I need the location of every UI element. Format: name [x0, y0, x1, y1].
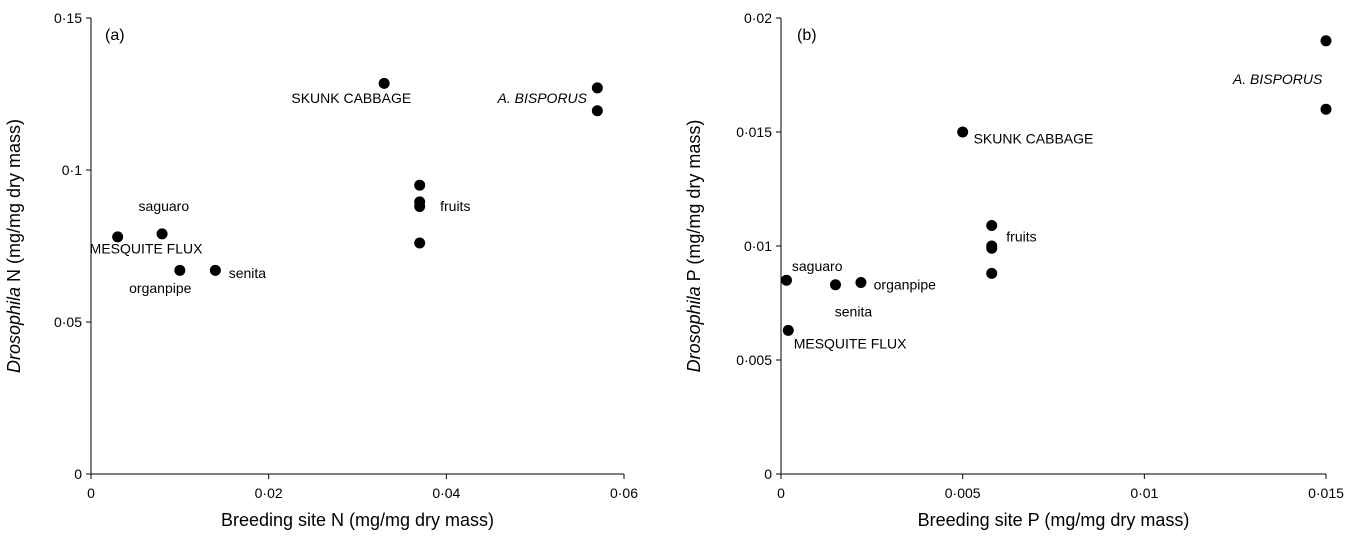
panel-b-data-point [782, 324, 794, 336]
panel-b-data-point [986, 267, 998, 279]
panel-a-point-annotation: SKUNK CABBAGE [291, 90, 411, 106]
panel-a-x-tick-label: 0·06 [610, 485, 638, 501]
panel-b-point-annotation: fruits [1006, 228, 1036, 244]
panel-b-x-tick-label: 0·005 [945, 485, 981, 501]
panel-b-y-tick-label: 0·015 [736, 124, 772, 140]
panel-a-label: (a) [105, 27, 125, 44]
panel-b-data-point [1320, 103, 1332, 115]
panel-b-point-annotation: saguaro [792, 258, 843, 274]
panel-b-data-point [780, 274, 792, 286]
panel-a-y-tick-label: 0·1 [62, 162, 82, 178]
panel-b-point-annotation: MESQUITE FLUX [794, 336, 907, 352]
panel-a-point-annotation: MESQUITE FLUX [90, 241, 203, 257]
panel-b-x-tick-label: 0 [777, 485, 785, 501]
panel-b-point-annotation: organpipe [874, 276, 936, 292]
panel-b-y-tick-label: 0·02 [744, 10, 772, 26]
panel-b-x-tick-label: 0·01 [1130, 485, 1158, 501]
panel-a-point-annotation: A. BISPORUS [497, 90, 588, 106]
panel-a-x-tick-label: 0·04 [432, 485, 460, 501]
panel-a-x-axis-label: Breeding site N (mg/mg dry mass) [221, 510, 494, 530]
panel-b-y-tick-label: 0 [764, 466, 772, 482]
panel-b-data-point [1320, 35, 1332, 47]
panel-a: 0 0·05 0·1 0·15 0 0·02 0·04 0·06 Breeding site N… [4, 10, 638, 530]
panel-a-data-point [209, 264, 221, 276]
panel-a-x-tick-label: 0·02 [255, 485, 283, 501]
panel-b-point-annotation: A. BISPORUS [1232, 71, 1323, 87]
panel-a-data-point [591, 82, 603, 94]
panel-b-label: (b) [797, 27, 817, 44]
panel-a-data-point [414, 179, 426, 191]
panel-a-y-tick-label: 0·15 [54, 10, 82, 26]
panel-a-data-point [156, 228, 168, 240]
panel-a-data-point [414, 237, 426, 249]
panel-a-y-tick-label: 0·05 [54, 314, 82, 330]
panel-b-x-axis-label: Breeding site P (mg/mg dry mass) [918, 510, 1190, 530]
panel-b-x-tick-label: 0·015 [1308, 485, 1344, 501]
panel-a-point-annotation: saguaro [139, 198, 190, 214]
panel-b-point-annotation: SKUNK CABBAGE [974, 130, 1094, 146]
panel-a-data-point [414, 200, 426, 212]
panel-a-point-annotation: organpipe [129, 280, 191, 296]
panel-a-data-point [174, 264, 186, 276]
panel-b-point-annotation: senita [835, 304, 873, 320]
panel-a-x-tick-label: 0 [87, 485, 95, 501]
panel-a-data-point [378, 77, 390, 89]
panel-b-data-point [830, 279, 841, 291]
panel-b-y-tick-label: 0·005 [736, 352, 772, 368]
panel-b-data-point [986, 219, 998, 231]
panel-a-point-annotation: senita [229, 265, 267, 281]
panel-b-y-tick-label: 0·01 [744, 238, 772, 254]
panel-a-data-point [591, 105, 603, 117]
panel-a-y-axis-label: Drosophila N (mg/mg dry mass) [4, 119, 24, 373]
panel-b-y-axis-label: Drosophila P (mg/mg dry mass) [684, 120, 704, 373]
panel-b: 0 0·005 0·01 0·015 0·02 0 0·005 0·01 0·015 Breedi… [684, 10, 1344, 530]
panel-a-data-point [112, 231, 124, 243]
panel-b-data-point [855, 276, 867, 288]
panel-a-point-annotation: fruits [440, 198, 470, 214]
panel-a-y-tick-label: 0 [74, 466, 82, 482]
panel-b-data-point [957, 126, 969, 138]
panel-b-data-point [986, 242, 998, 254]
